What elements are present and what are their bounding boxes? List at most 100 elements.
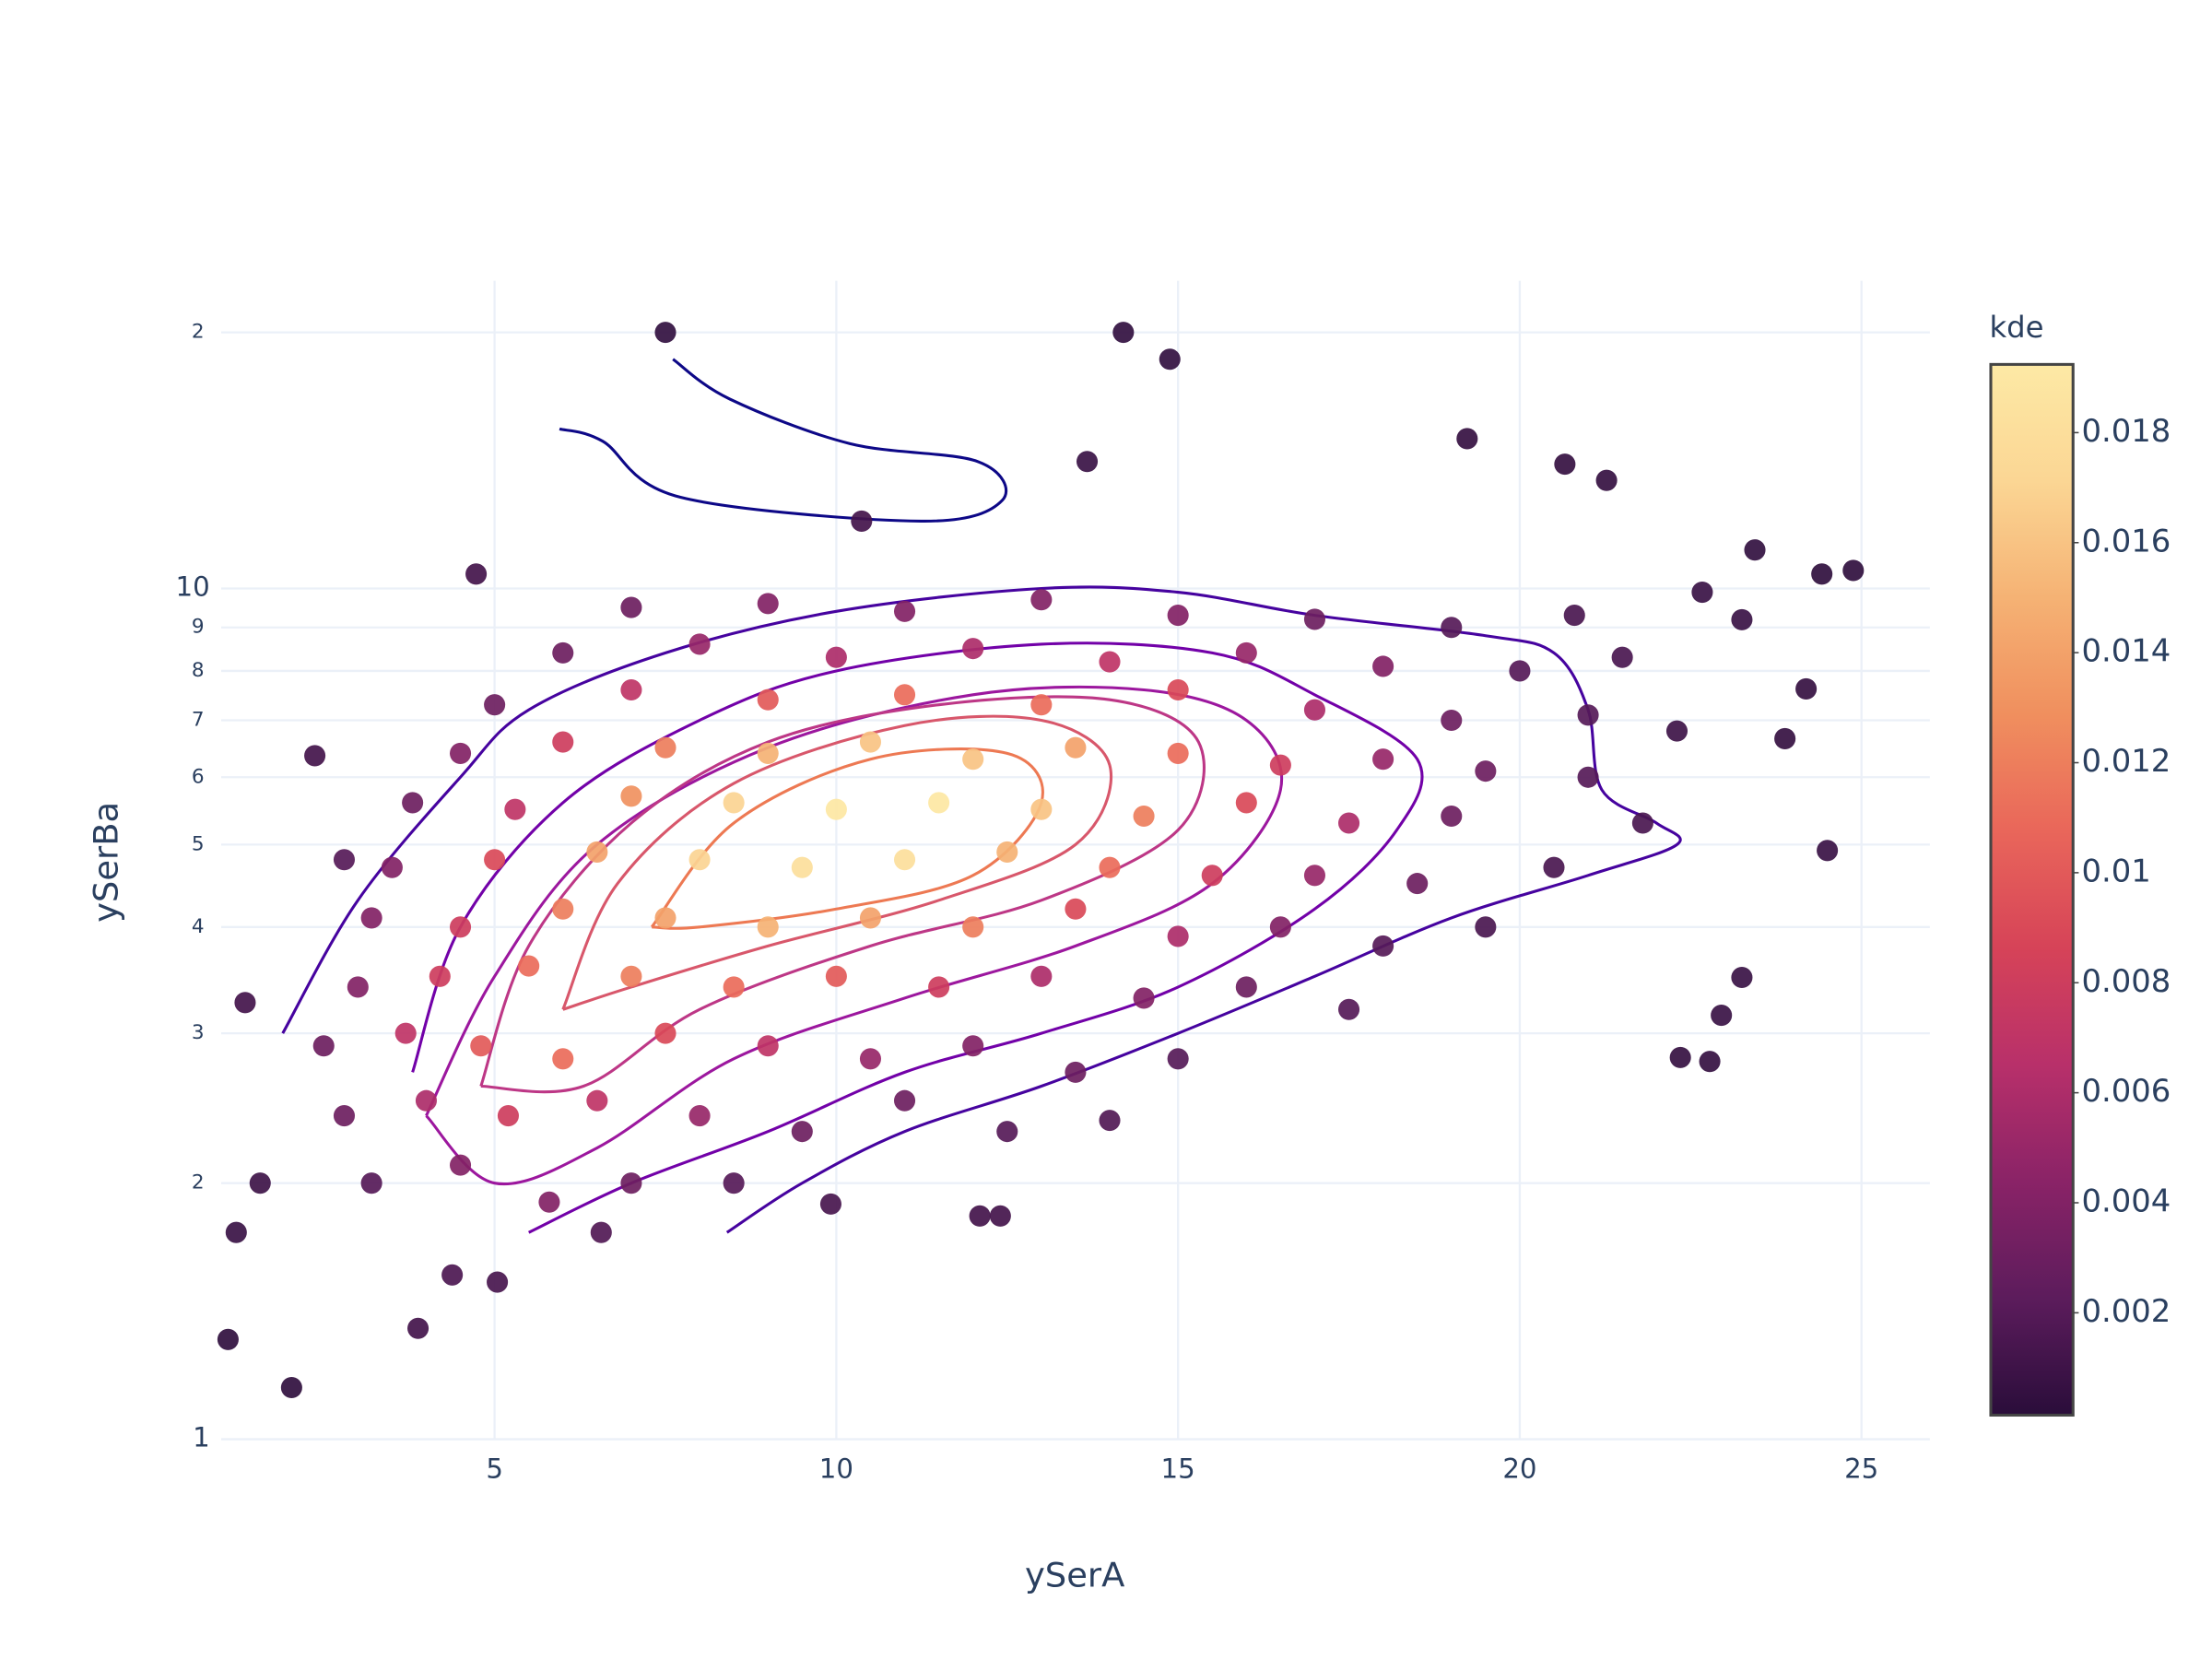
y-tick-label: 2 bbox=[192, 1171, 205, 1194]
point bbox=[1030, 694, 1053, 716]
point bbox=[1372, 748, 1394, 771]
point bbox=[654, 322, 677, 344]
point bbox=[1456, 428, 1478, 450]
points bbox=[217, 322, 1865, 1399]
point bbox=[1303, 699, 1325, 721]
point bbox=[1167, 678, 1189, 701]
contours bbox=[281, 358, 1682, 1234]
point bbox=[996, 841, 1018, 864]
colorbar-tick-label: 0.014 bbox=[2081, 633, 2171, 669]
y-tick-label: 7 bbox=[192, 708, 205, 731]
point bbox=[1133, 987, 1155, 1009]
point bbox=[1595, 469, 1618, 491]
point bbox=[819, 1193, 841, 1215]
point bbox=[1509, 660, 1531, 682]
point bbox=[1372, 655, 1394, 677]
point bbox=[1774, 727, 1796, 749]
point bbox=[688, 1105, 711, 1127]
point bbox=[1030, 589, 1053, 611]
point bbox=[1441, 709, 1463, 732]
colorbar-tick-label: 0.002 bbox=[2081, 1293, 2171, 1329]
colorbar-tick-label: 0.018 bbox=[2081, 413, 2171, 449]
y-tick-label: 8 bbox=[192, 659, 205, 682]
point bbox=[552, 898, 574, 920]
point bbox=[825, 965, 847, 987]
point bbox=[825, 646, 847, 668]
point bbox=[1235, 792, 1257, 814]
point bbox=[962, 638, 984, 660]
point bbox=[723, 792, 745, 814]
contour-line bbox=[561, 714, 1113, 1011]
point bbox=[989, 1205, 1011, 1227]
point bbox=[586, 841, 608, 864]
point bbox=[1631, 812, 1653, 834]
y-axis-title: ySerBa bbox=[86, 802, 125, 923]
point bbox=[1795, 677, 1818, 700]
point bbox=[470, 1035, 492, 1057]
grid bbox=[221, 280, 1930, 1441]
point bbox=[1159, 348, 1181, 371]
point bbox=[791, 856, 813, 878]
point bbox=[312, 1035, 335, 1057]
point bbox=[381, 856, 403, 878]
colorbar-tick-label: 0.012 bbox=[2081, 743, 2171, 779]
point bbox=[402, 792, 424, 814]
point bbox=[654, 736, 677, 759]
point bbox=[1554, 453, 1576, 476]
point bbox=[1731, 608, 1753, 630]
point bbox=[1406, 873, 1429, 895]
point bbox=[654, 1022, 677, 1044]
point bbox=[894, 600, 916, 622]
point bbox=[894, 684, 916, 706]
point bbox=[552, 641, 574, 664]
point bbox=[1030, 965, 1053, 987]
point bbox=[894, 1089, 916, 1112]
y-tick-label: 9 bbox=[192, 616, 205, 639]
point bbox=[757, 688, 779, 711]
point bbox=[1338, 812, 1360, 834]
point bbox=[757, 916, 779, 938]
point bbox=[1441, 617, 1463, 639]
point bbox=[504, 798, 526, 820]
colorbar-tick-label: 0.016 bbox=[2081, 523, 2171, 559]
point bbox=[1691, 581, 1713, 604]
point bbox=[450, 1154, 472, 1176]
point bbox=[928, 976, 950, 998]
point bbox=[859, 907, 882, 929]
point bbox=[1842, 559, 1865, 582]
point bbox=[654, 907, 677, 929]
point bbox=[217, 1328, 239, 1350]
point bbox=[688, 633, 711, 655]
point bbox=[1338, 998, 1360, 1020]
point bbox=[1475, 760, 1497, 782]
point bbox=[1065, 898, 1087, 920]
y-tick-label: 6 bbox=[192, 765, 205, 788]
point bbox=[450, 916, 472, 938]
point bbox=[620, 678, 642, 701]
x-tick-label: 5 bbox=[486, 1453, 503, 1484]
point bbox=[225, 1221, 247, 1243]
point bbox=[928, 792, 950, 814]
point bbox=[280, 1376, 302, 1399]
point bbox=[1167, 605, 1189, 627]
point bbox=[360, 907, 382, 929]
point bbox=[723, 976, 745, 998]
point bbox=[347, 976, 369, 998]
point bbox=[1133, 805, 1155, 828]
point bbox=[586, 1089, 608, 1112]
point bbox=[1201, 865, 1223, 887]
point bbox=[825, 798, 847, 820]
colorbar-title: kde bbox=[1989, 310, 2043, 345]
point bbox=[1475, 916, 1497, 938]
contour-line bbox=[281, 585, 1682, 1234]
y-tick-label: 2 bbox=[192, 321, 205, 344]
point bbox=[757, 593, 779, 615]
colorbar-tick-label: 0.008 bbox=[2081, 963, 2171, 999]
point bbox=[1167, 742, 1189, 764]
point bbox=[465, 563, 488, 585]
axes: 5 10 15 20 25 1 2 3 4 5 6 7 8 9 10 2 bbox=[176, 321, 1879, 1485]
point bbox=[497, 1105, 519, 1127]
point bbox=[851, 510, 873, 532]
point bbox=[1099, 1110, 1121, 1132]
